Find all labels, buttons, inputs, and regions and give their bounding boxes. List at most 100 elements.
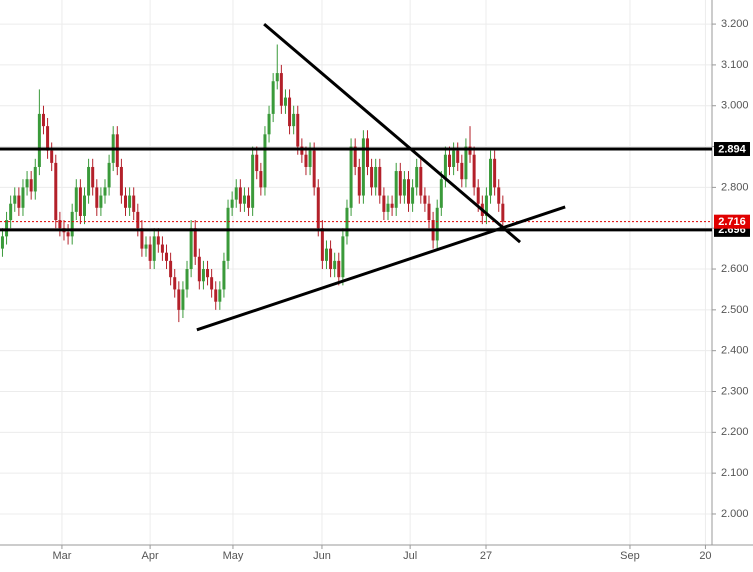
candle-body [25, 179, 29, 188]
candle-body [99, 195, 103, 208]
candle-body [292, 113, 296, 127]
candle-body [341, 236, 345, 278]
candle-body [193, 228, 197, 257]
candle-body [206, 269, 210, 278]
candle-body [493, 158, 497, 188]
candle-body [210, 277, 214, 290]
candle-body [501, 203, 505, 222]
y-tick-label: 2.100 [721, 467, 749, 479]
candle-body [390, 203, 394, 208]
candle-body [386, 203, 390, 212]
candle-body [337, 260, 341, 278]
candle-body [230, 199, 234, 208]
candle-body [238, 187, 242, 204]
candle-body [218, 289, 222, 302]
y-tick-label: 2.600 [721, 263, 749, 275]
candle-body [378, 166, 382, 196]
candle-body [427, 203, 431, 221]
x-tick-label: May [223, 550, 244, 562]
candle-body [242, 195, 246, 204]
candle-body [324, 248, 328, 261]
candle-body [33, 166, 37, 192]
candle-body [484, 195, 488, 216]
candle-body [144, 244, 148, 249]
candle-body [13, 195, 17, 204]
candle-body [0, 236, 4, 249]
x-tick-label: Jul [403, 550, 417, 562]
candle-body [435, 207, 439, 241]
candle-body [95, 187, 99, 208]
price-tag-label: 2.894 [718, 143, 746, 155]
candle-body [263, 134, 267, 188]
candle-body [181, 289, 185, 310]
candle-body [349, 146, 353, 208]
candle-body [415, 166, 419, 188]
candle-body [5, 220, 9, 237]
candle-body [476, 187, 480, 204]
candle-body [160, 244, 164, 253]
x-tick-label: Jun [313, 550, 331, 562]
price-tag [714, 142, 750, 157]
y-tick-label: 2.300 [721, 385, 749, 397]
candle-body [115, 134, 119, 167]
candle-body [361, 138, 365, 196]
y-tick-label: 3.000 [721, 100, 749, 112]
candle-body [9, 203, 13, 221]
candle-body [247, 195, 251, 208]
candle-body [70, 211, 74, 237]
candle-body [329, 248, 333, 270]
candle-body [398, 171, 402, 196]
candle-body [222, 260, 226, 290]
candle-body [439, 179, 443, 208]
candle-body [419, 166, 423, 196]
candle-body [136, 211, 140, 229]
candle-body [128, 195, 132, 208]
candle-body [87, 166, 91, 196]
candle-body [357, 166, 361, 196]
candle-body [58, 220, 62, 229]
candle-body [214, 289, 218, 302]
candle-body [255, 154, 259, 172]
price-tag [714, 214, 750, 229]
candle-body [91, 166, 95, 188]
candle-body [353, 146, 357, 167]
y-tick-label: 2.200 [721, 426, 749, 438]
candle-body [78, 187, 82, 216]
y-tick-label: 2.800 [721, 181, 749, 193]
candle-body [185, 269, 189, 290]
trendline [196, 205, 566, 332]
candle-body [374, 166, 378, 188]
candle-body [173, 277, 177, 290]
candle-body [226, 207, 230, 261]
y-tick-label: 2.500 [721, 304, 749, 316]
candle-body [177, 289, 181, 310]
candle-body [411, 187, 415, 204]
candle-body [17, 195, 21, 208]
candle-body [197, 256, 201, 282]
candle-body [156, 236, 160, 245]
candle-body [456, 150, 460, 163]
candle-body [448, 154, 452, 167]
x-tick-label: Apr [142, 550, 159, 562]
candle-body [296, 113, 300, 147]
candle-body [468, 146, 472, 155]
candle-body [394, 171, 398, 208]
candle-body [345, 207, 349, 237]
candle-body [460, 162, 464, 180]
candle-body [312, 150, 316, 188]
candle-body [406, 179, 410, 204]
candle-body [288, 97, 292, 127]
candle-body [267, 113, 271, 135]
candle-body [304, 154, 308, 167]
candle-body [251, 154, 255, 208]
y-tick-label: 3.200 [721, 18, 749, 30]
candle-body [29, 179, 33, 192]
candle-body [308, 150, 312, 167]
x-tick-label: Mar [52, 550, 71, 562]
candle-body [107, 162, 111, 188]
candle-body [497, 187, 501, 204]
candle-body [320, 228, 324, 261]
candle-body [279, 73, 283, 106]
candle-body [201, 269, 205, 282]
candle-body [119, 166, 123, 196]
